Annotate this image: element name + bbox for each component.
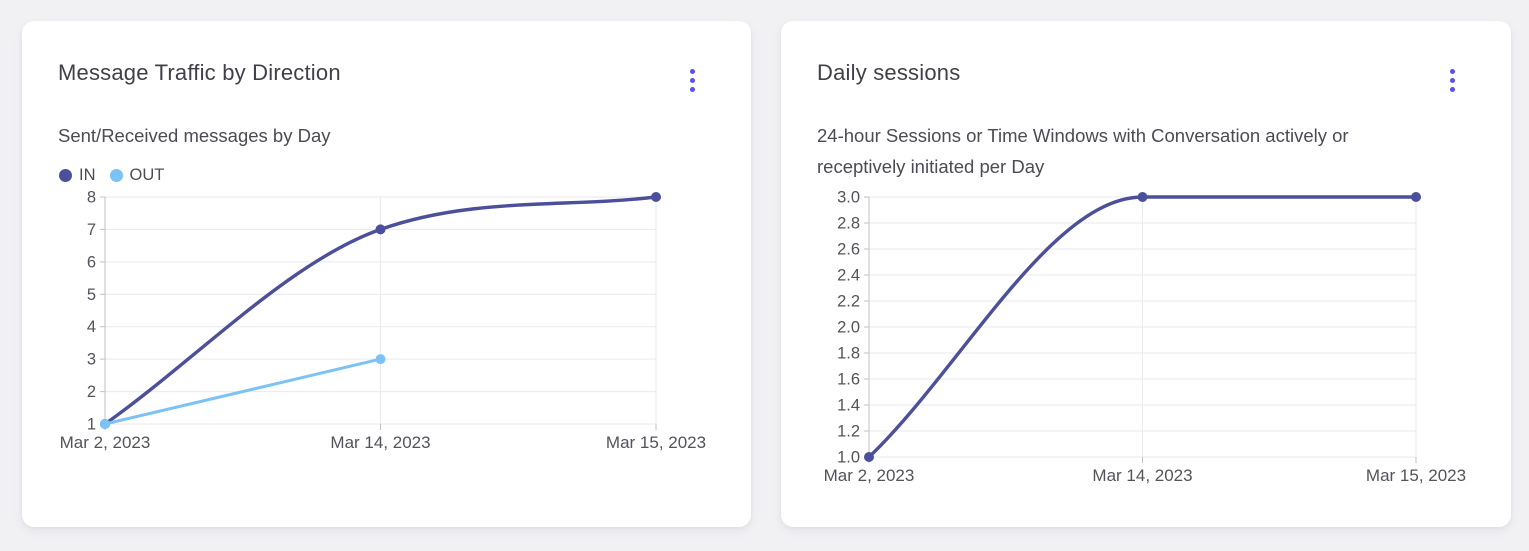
- svg-text:2.0: 2.0: [837, 319, 860, 337]
- svg-text:Mar 15, 2023: Mar 15, 2023: [1366, 466, 1466, 485]
- card-title: Daily sessions: [817, 60, 961, 85]
- svg-text:Mar 2, 2023: Mar 2, 2023: [824, 466, 915, 485]
- chart-axes: [864, 196, 1417, 463]
- line-chart-message-traffic: 1 2 3 4 5 6 7 8 Mar 2, 2023 Mar 14, 2023 Mar 15, 2…: [58, 189, 715, 462]
- kebab-menu-icon: [1450, 78, 1455, 83]
- legend-item-in[interactable]: IN: [59, 166, 96, 185]
- svg-text:4: 4: [87, 318, 96, 336]
- line-chart-daily-sessions: 1.0 1.2 1.4 1.6 1.8 2.0 2.2 2.4 2.6 2.8 3.0 Mar 2, …: [817, 189, 1475, 493]
- chart-svg: 1 2 3 4 5 6 7 8 Mar 2, 2023 Mar 14, 2023 Mar 15, 2…: [60, 189, 706, 453]
- legend-label: OUT: [129, 165, 165, 184]
- svg-text:2.6: 2.6: [837, 241, 860, 259]
- svg-text:2.2: 2.2: [837, 293, 860, 311]
- series-line-daily-sessions: [867, 195, 1418, 459]
- data-point-out[interactable]: [375, 354, 386, 365]
- svg-text:Mar 14, 2023: Mar 14, 2023: [330, 433, 430, 452]
- chart-axis-labels: 1.0 1.2 1.4 1.6 1.8 2.0 2.2 2.4 2.6 2.8 3.0 Mar 2, …: [824, 189, 1466, 486]
- kebab-menu-icon: [1450, 69, 1455, 74]
- legend-item-out[interactable]: OUT: [109, 165, 165, 185]
- chart-series: [100, 192, 661, 429]
- card-header: Message Traffic by Direction: [58, 59, 715, 96]
- svg-text:Mar 2, 2023: Mar 2, 2023: [60, 433, 151, 452]
- data-point-daily-sessions[interactable]: [1411, 192, 1421, 202]
- kebab-menu-icon: [1450, 87, 1455, 92]
- svg-text:5: 5: [87, 286, 96, 304]
- svg-text:6: 6: [87, 253, 96, 271]
- data-point-daily-sessions[interactable]: [864, 452, 874, 462]
- chart-legend: IN OUT: [59, 164, 715, 186]
- svg-text:7: 7: [87, 221, 96, 239]
- svg-text:1.8: 1.8: [837, 345, 860, 363]
- chart-grid: [869, 196, 1417, 458]
- svg-text:Mar 14, 2023: Mar 14, 2023: [1092, 466, 1192, 485]
- svg-text:2.8: 2.8: [837, 215, 860, 233]
- svg-text:3.0: 3.0: [837, 189, 860, 207]
- svg-text:1.4: 1.4: [837, 397, 860, 415]
- chart-axis-labels: 1 2 3 4 5 6 7 8 Mar 2, 2023 Mar 14, 2023 Mar 15, 2…: [60, 189, 706, 453]
- kebab-menu-icon: [690, 78, 695, 83]
- data-point-daily-sessions[interactable]: [1137, 192, 1148, 202]
- card-header: Daily sessions: [817, 59, 1475, 96]
- svg-text:2.4: 2.4: [837, 267, 860, 285]
- svg-text:2: 2: [87, 383, 96, 401]
- svg-text:1.0: 1.0: [837, 449, 860, 467]
- kebab-menu-icon: [690, 87, 695, 92]
- svg-text:1: 1: [87, 416, 96, 434]
- svg-text:1.2: 1.2: [837, 423, 860, 441]
- card-title: Message Traffic by Direction: [58, 60, 341, 85]
- chart-svg: 1.0 1.2 1.4 1.6 1.8 2.0 2.2 2.4 2.6 2.8 3.0 Mar 2, …: [824, 189, 1466, 486]
- card-subtitle: Sent/Received messages by Day: [58, 125, 331, 146]
- card-menu-button[interactable]: [1442, 65, 1463, 96]
- card-message-traffic: Message Traffic by Direction Sent/Receiv…: [22, 21, 751, 527]
- svg-text:1.6: 1.6: [837, 371, 860, 389]
- legend-label: IN: [79, 165, 96, 184]
- card-subtitle: 24-hour Sessions or Time Windows with Co…: [817, 125, 1349, 177]
- data-point-out[interactable]: [100, 419, 110, 429]
- data-point-in[interactable]: [375, 224, 386, 235]
- svg-text:Mar 15, 2023: Mar 15, 2023: [606, 433, 706, 452]
- series-line-out: [103, 357, 382, 426]
- legend-dot-icon: [59, 168, 72, 182]
- card-menu-button[interactable]: [682, 65, 703, 96]
- chart-series: [864, 192, 1421, 462]
- card-daily-sessions: Daily sessions 24-hour Sessions or Time …: [781, 21, 1511, 527]
- kebab-menu-icon: [690, 69, 695, 74]
- data-point-in[interactable]: [651, 192, 661, 202]
- legend-dot-icon: [109, 168, 123, 182]
- svg-text:3: 3: [87, 351, 96, 369]
- svg-text:8: 8: [87, 189, 96, 207]
